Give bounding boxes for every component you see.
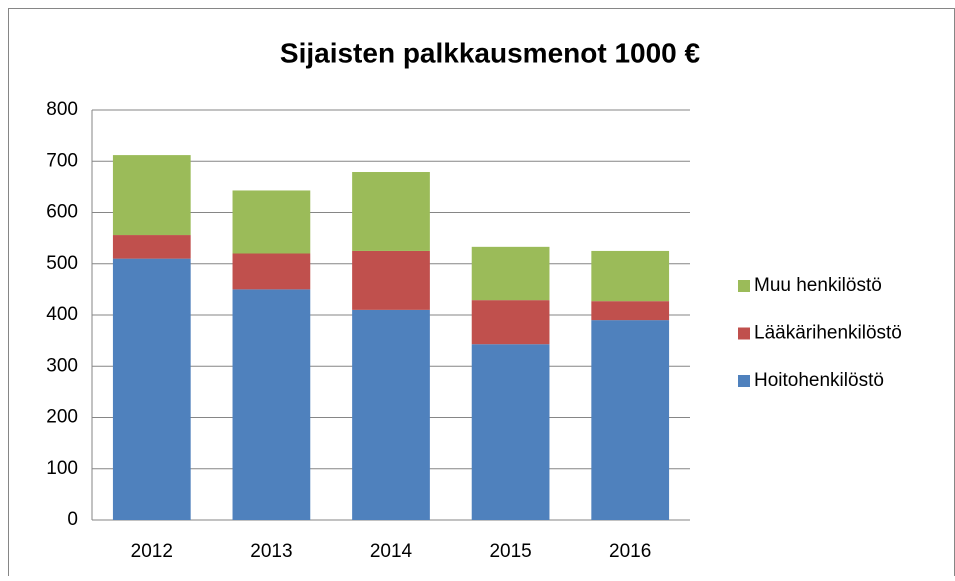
y-tick-label: 300 — [46, 355, 78, 376]
bar-segment — [232, 253, 311, 290]
bar-segment — [471, 344, 550, 520]
bar-segment — [591, 250, 670, 302]
bar-segment — [591, 320, 670, 520]
bar-segment — [352, 172, 430, 251]
bar-segment — [232, 190, 311, 254]
y-tick-label: 700 — [46, 150, 78, 171]
bar-segment — [471, 300, 550, 345]
y-tick-label: 600 — [46, 202, 78, 223]
legend-swatch — [738, 327, 750, 340]
legend-label: Muu henkilöstö — [754, 275, 882, 296]
legend-swatch — [738, 280, 750, 292]
x-tick-label: 2015 — [489, 541, 531, 562]
legend-label: Lääkärihenkilöstö — [754, 323, 902, 344]
y-tick-label: 800 — [46, 99, 78, 120]
x-tick-label: 2016 — [609, 541, 651, 562]
legend-label: Hoitohenkilöstö — [754, 370, 884, 391]
x-tick-label: 2014 — [370, 541, 413, 562]
y-tick-label: 100 — [46, 458, 78, 479]
bar-segment — [112, 258, 191, 520]
bar-segment — [471, 246, 550, 301]
y-tick-label: 400 — [46, 304, 78, 325]
bar-segment — [591, 301, 670, 321]
y-tick-label: 0 — [67, 509, 78, 530]
bar-segment — [352, 309, 430, 520]
bar-segment — [112, 155, 191, 236]
bar-segment — [232, 289, 311, 520]
legend-swatch — [738, 375, 750, 387]
y-tick-label: 500 — [46, 253, 78, 274]
bar-segment — [112, 235, 191, 259]
x-tick-label: 2012 — [131, 541, 173, 562]
chart-title: Sijaisten palkkausmenot 1000 € — [280, 37, 701, 68]
x-tick-label: 2013 — [250, 541, 292, 562]
bar-segment — [352, 250, 430, 310]
y-tick-label: 200 — [46, 407, 78, 428]
